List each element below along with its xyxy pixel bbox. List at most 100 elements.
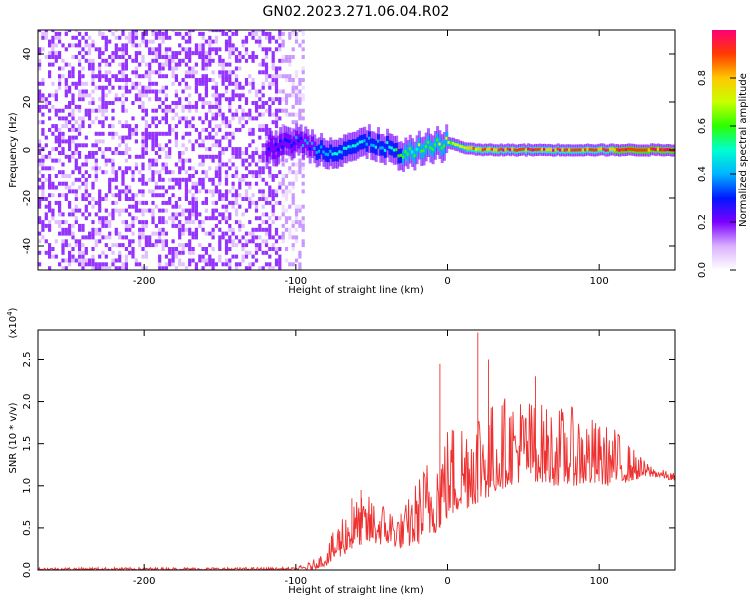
noise-cell — [221, 120, 225, 125]
noise-cell — [131, 39, 135, 44]
noise-cell — [201, 58, 205, 63]
noise-cell — [224, 177, 229, 182]
noise-cell — [191, 220, 195, 225]
noise-cell — [174, 74, 178, 79]
noise-cell — [284, 158, 289, 163]
noise-cell — [64, 89, 68, 94]
noise-cell — [104, 147, 108, 152]
noise-cell — [84, 262, 88, 267]
noise-cell — [178, 262, 182, 267]
noise-cell — [124, 66, 128, 71]
noise-cell — [71, 170, 75, 175]
noise-cell — [261, 212, 265, 217]
noise-cell — [124, 124, 128, 129]
noise-cell — [178, 158, 182, 163]
noise-cell — [128, 147, 132, 152]
noise-cell — [91, 262, 95, 267]
noise-cell — [181, 158, 185, 163]
noise-cell — [288, 55, 292, 59]
noise-cell — [261, 127, 265, 132]
noise-cell — [151, 116, 155, 121]
noise-cell — [151, 212, 155, 217]
noise-cell — [298, 93, 302, 98]
noise-cell — [214, 143, 218, 148]
signal-core-cell — [465, 146, 469, 150]
noise-cell — [211, 266, 215, 270]
signal-core-cell — [267, 147, 271, 151]
noise-cell — [178, 31, 182, 36]
noise-cell — [278, 47, 282, 52]
noise-cell — [161, 227, 165, 232]
noise-cell — [208, 258, 212, 263]
noise-cell — [208, 147, 212, 152]
noise-cell — [214, 112, 218, 117]
noise-cell — [214, 104, 218, 109]
noise-cell — [198, 243, 202, 248]
noise-cell — [214, 47, 218, 52]
noise-cell — [258, 43, 262, 48]
noise-cell — [284, 112, 289, 117]
noise-cell — [238, 51, 242, 56]
noise-cell — [238, 147, 242, 152]
noise-cell — [121, 170, 125, 175]
noise-cell — [111, 31, 115, 36]
noise-cell — [254, 170, 259, 175]
noise-cell — [58, 108, 62, 113]
noise-cell — [291, 235, 295, 240]
noise-cell — [111, 208, 115, 213]
noise-cell — [158, 193, 162, 198]
noise-cell — [104, 58, 108, 63]
noise-cell — [184, 147, 188, 152]
signal-core-cell — [477, 147, 481, 151]
signal-core-cell — [529, 148, 533, 152]
noise-cell — [181, 143, 185, 148]
noise-cell — [134, 131, 138, 136]
noise-cell — [74, 162, 78, 167]
noise-cell — [81, 243, 85, 248]
snr-exponent-label: (x104) — [6, 307, 19, 338]
noise-cell — [71, 235, 75, 240]
noise-cell — [251, 262, 255, 267]
noise-cell — [248, 74, 252, 79]
noise-cell — [224, 193, 229, 198]
noise-cell — [188, 220, 192, 225]
signal-core-cell — [629, 147, 633, 151]
noise-cell — [204, 200, 208, 205]
noise-cell — [124, 151, 128, 155]
noise-cell — [301, 227, 305, 232]
noise-cell — [271, 204, 275, 209]
noise-cell — [244, 112, 249, 117]
noise-cell — [248, 81, 252, 86]
noise-cell — [278, 58, 282, 63]
signal-core-cell — [386, 141, 390, 145]
noise-cell — [218, 243, 222, 248]
signal-core-cell — [504, 148, 508, 152]
noise-cell — [218, 108, 222, 113]
noise-cell — [168, 170, 172, 175]
noise-cell — [88, 124, 92, 129]
noise-cell — [68, 250, 72, 255]
noise-cell — [74, 55, 78, 59]
spectrogram-x-label: Height of straight line (km) — [288, 285, 424, 296]
noise-cell — [218, 143, 222, 148]
noise-cell — [184, 55, 188, 59]
noise-cell — [174, 223, 178, 228]
noise-cell — [158, 30, 162, 33]
noise-cell — [254, 204, 259, 209]
noise-cell — [228, 74, 232, 79]
noise-cell — [254, 258, 259, 263]
noise-cell — [154, 93, 158, 98]
noise-cell — [228, 212, 232, 217]
noise-cell — [131, 216, 135, 221]
noise-cell — [248, 116, 252, 121]
noise-cell — [118, 35, 122, 40]
noise-cell — [214, 170, 218, 175]
noise-cell — [198, 143, 202, 148]
y-tick-label: 0.5 — [22, 520, 33, 536]
noise-cell — [94, 239, 98, 244]
noise-cell — [174, 93, 178, 98]
signal-core-cell — [522, 147, 526, 151]
noise-cell — [94, 158, 98, 163]
noise-cell — [271, 51, 275, 56]
